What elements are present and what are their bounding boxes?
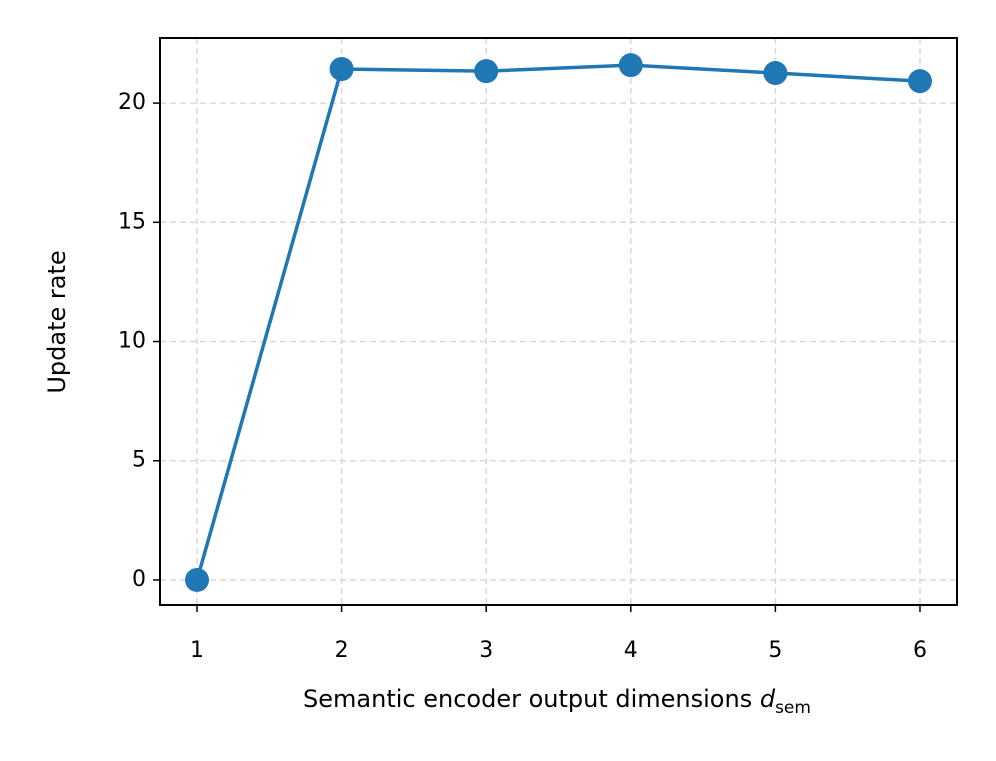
y-axis-label: Update rate <box>43 250 71 393</box>
line <box>195 63 921 581</box>
x-tick-label: 2 <box>335 638 349 663</box>
x-tick-label: 1 <box>190 638 204 663</box>
x-axis-label-text: Semantic encoder output dimensions <box>303 685 752 713</box>
marker <box>907 69 932 94</box>
marker <box>185 567 210 592</box>
marker <box>474 59 499 84</box>
plot-frame <box>159 37 958 606</box>
x-tick-label: 4 <box>624 638 638 663</box>
y-tick-label: 20 <box>118 90 146 115</box>
y-tick-label: 5 <box>132 448 146 473</box>
x-axis-label-subscript: sem <box>775 698 811 718</box>
y-tick-label: 15 <box>118 209 146 234</box>
marker <box>329 56 354 81</box>
y-tick-label: 0 <box>132 567 146 592</box>
marker <box>763 61 788 86</box>
marker <box>618 53 643 78</box>
x-tick-label: 5 <box>768 638 782 663</box>
y-tick-label: 10 <box>118 329 146 354</box>
x-tick-label: 3 <box>479 638 493 663</box>
x-tick-label: 6 <box>913 638 927 663</box>
x-axis-label-symbol: d <box>760 685 776 713</box>
x-axis-label: Semantic encoder output dimensions dsem <box>303 685 811 718</box>
